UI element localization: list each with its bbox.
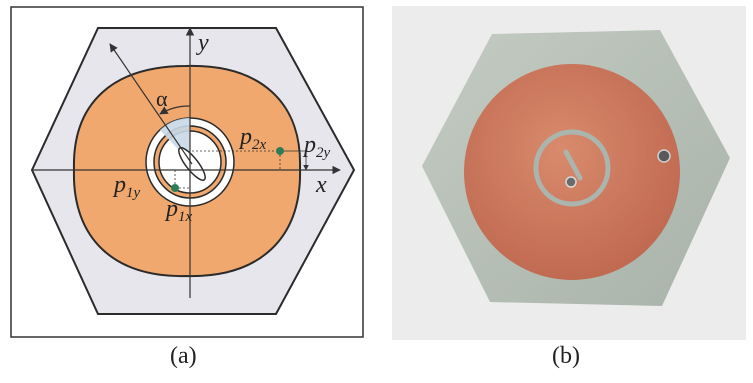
p1y-label: p1y bbox=[112, 172, 141, 201]
photo-copper-patch bbox=[464, 64, 680, 280]
photo-feed-1 bbox=[565, 176, 577, 188]
caption-a: (a) bbox=[170, 343, 197, 369]
antenna-photo bbox=[392, 6, 746, 340]
y-axis-label: y bbox=[196, 30, 209, 56]
alpha-arc bbox=[159, 105, 191, 115]
photo-feed-2 bbox=[657, 149, 671, 163]
alpha-label: α bbox=[156, 86, 168, 111]
photo-ring-slot bbox=[533, 129, 611, 207]
feed-point-1 bbox=[171, 184, 179, 192]
x-axis-label: x bbox=[315, 172, 327, 198]
photo-center-slot bbox=[563, 149, 583, 181]
rotated-axis bbox=[109, 43, 193, 165]
feed-point-2 bbox=[276, 147, 284, 155]
p2y-label: p2y bbox=[302, 132, 331, 161]
antenna-schematic: y x α p2x p2y p1y p1x bbox=[10, 6, 364, 338]
p2x-label: p2x bbox=[238, 124, 267, 153]
caption-b: (b) bbox=[552, 343, 580, 369]
p1x-label: p1x bbox=[164, 196, 193, 225]
